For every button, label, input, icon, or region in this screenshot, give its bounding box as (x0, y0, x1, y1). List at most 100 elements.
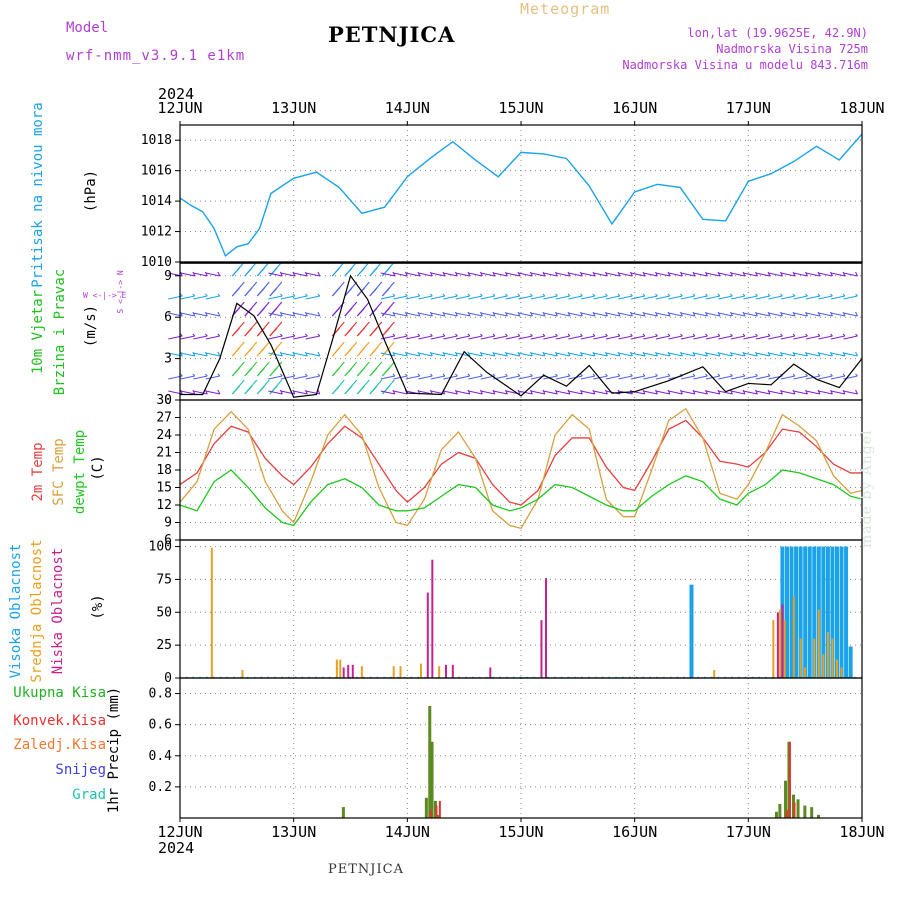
year-label-top: 2024 (158, 85, 194, 103)
x-tick-label-bottom: 14JUN (385, 823, 430, 841)
wind-arrow-head (805, 293, 808, 297)
x-tick-label-top: 18JUN (839, 99, 884, 117)
wind-arrow (843, 335, 858, 340)
cloud-bar (826, 632, 829, 678)
wind-arrow (743, 272, 758, 277)
wind-arrow-head (192, 389, 196, 395)
wind-arrow (730, 335, 746, 340)
wind-arrow-head (742, 351, 746, 357)
wind-arrow-head (455, 293, 458, 297)
wind-arrow (505, 312, 520, 317)
y-tick-label: 12 (156, 498, 172, 513)
wind-arrow-head (344, 367, 353, 377)
wind-arrow (430, 352, 445, 357)
wind-arrow (568, 312, 583, 317)
wind-arrow (493, 352, 508, 357)
watermark-text: made by Angel (859, 429, 875, 549)
wind-arrow (593, 352, 608, 357)
wind-arrow-head (317, 373, 321, 377)
wind-arrow (555, 335, 570, 340)
wind-arrow-head (767, 373, 771, 377)
wind-arrow-head (442, 351, 446, 357)
wind-arrow-head (717, 351, 721, 357)
cloud-bar (835, 659, 838, 678)
wind-arrow-head (430, 373, 433, 377)
wind-arrow (530, 390, 545, 395)
wind-arrow-head (855, 271, 858, 277)
wind-arrow (293, 272, 308, 277)
wind-arrow-head (504, 389, 508, 395)
wind-arrow-head (642, 293, 646, 297)
wind-arrow (780, 375, 796, 380)
wind-arrow (780, 295, 796, 300)
cloud-bar (783, 620, 786, 678)
wind-arrow-head (454, 389, 458, 395)
wind-arrow-head (530, 333, 533, 337)
wind-arrow-head (417, 333, 421, 337)
wind-arrow (655, 295, 671, 300)
wind-arrow (668, 312, 683, 317)
wind-arrow (468, 390, 483, 395)
wind-arrow (405, 312, 420, 317)
x-tick-label-top: 16JUN (612, 99, 657, 117)
wind-arrow-head (429, 311, 433, 317)
precip-bar (810, 807, 814, 818)
wind-arrow (193, 312, 208, 317)
wind-arrow-head (480, 373, 483, 377)
y-tick-label: 27 (156, 411, 172, 426)
wind-arrow (830, 272, 846, 277)
wind-arrow-head (692, 293, 696, 297)
wind-arrow-head (417, 311, 421, 317)
wind-arrow (505, 352, 520, 357)
wind-arrow (680, 335, 696, 340)
temp-ylabel3: dewpt Temp (72, 430, 88, 514)
wind-arrow (193, 390, 208, 395)
wind-arrow-head (404, 311, 408, 317)
model-altitude-label: Nadmorska Visina u modelu 843.716m (622, 58, 868, 72)
wind-arrow-head (830, 389, 833, 395)
wind-arrow-head (617, 293, 621, 297)
temp-ylabel2: SFC Temp (51, 438, 67, 505)
wind-arrow-head (179, 311, 183, 317)
wind-arrow (430, 295, 445, 300)
wind-arrow (205, 335, 220, 340)
wind-arrow-head (404, 351, 408, 357)
wind-arrow (730, 375, 746, 380)
wind-arrow-head (331, 347, 340, 357)
wind-arrow-head (392, 389, 396, 395)
cloud-bar (438, 666, 441, 678)
wind-arrow-head (705, 311, 708, 317)
wind-arrow (305, 375, 320, 380)
wind-ylabel2: Brzina i Pravac (52, 269, 68, 395)
wind-arrow-head (642, 271, 646, 277)
cloud-bar (799, 638, 802, 678)
wind-arrow-head (592, 389, 596, 395)
wind-arrow-head (356, 267, 365, 277)
temp-ylabel: 2m Temp (30, 442, 46, 501)
lonlat-label: lon,lat (19.9625E, 42.9N) (687, 26, 868, 40)
wind-arrow-head (605, 333, 608, 337)
wind-arrow-head (304, 389, 308, 395)
wind-arrow (205, 352, 220, 357)
wind-arrow-head (256, 307, 265, 317)
wind-arrow (555, 312, 570, 317)
wind-unit: (m/s) (83, 305, 99, 347)
wind-arrow-head (567, 271, 571, 277)
wind-arrow-head (517, 373, 521, 377)
wind-arrow (693, 295, 708, 300)
wind-arrow-head (855, 333, 858, 337)
wind-arrow (280, 352, 295, 357)
wind-arrow-head (580, 333, 583, 337)
temperature-line-0 (179, 419, 862, 506)
wind-arrow-head (455, 373, 458, 377)
wind-arrow-head (292, 271, 296, 277)
wind-arrow-head (605, 373, 608, 377)
wind-arrow-head (830, 293, 833, 297)
precip-legend-0: Ukupna Kisa (13, 685, 106, 701)
wind-arrow-head (604, 351, 608, 357)
wind-arrow-head (667, 293, 671, 297)
panel-separator (180, 262, 862, 264)
wind-arrow-head (817, 311, 821, 317)
wind-arrow-head (455, 333, 458, 337)
wind-arrow (530, 295, 545, 300)
